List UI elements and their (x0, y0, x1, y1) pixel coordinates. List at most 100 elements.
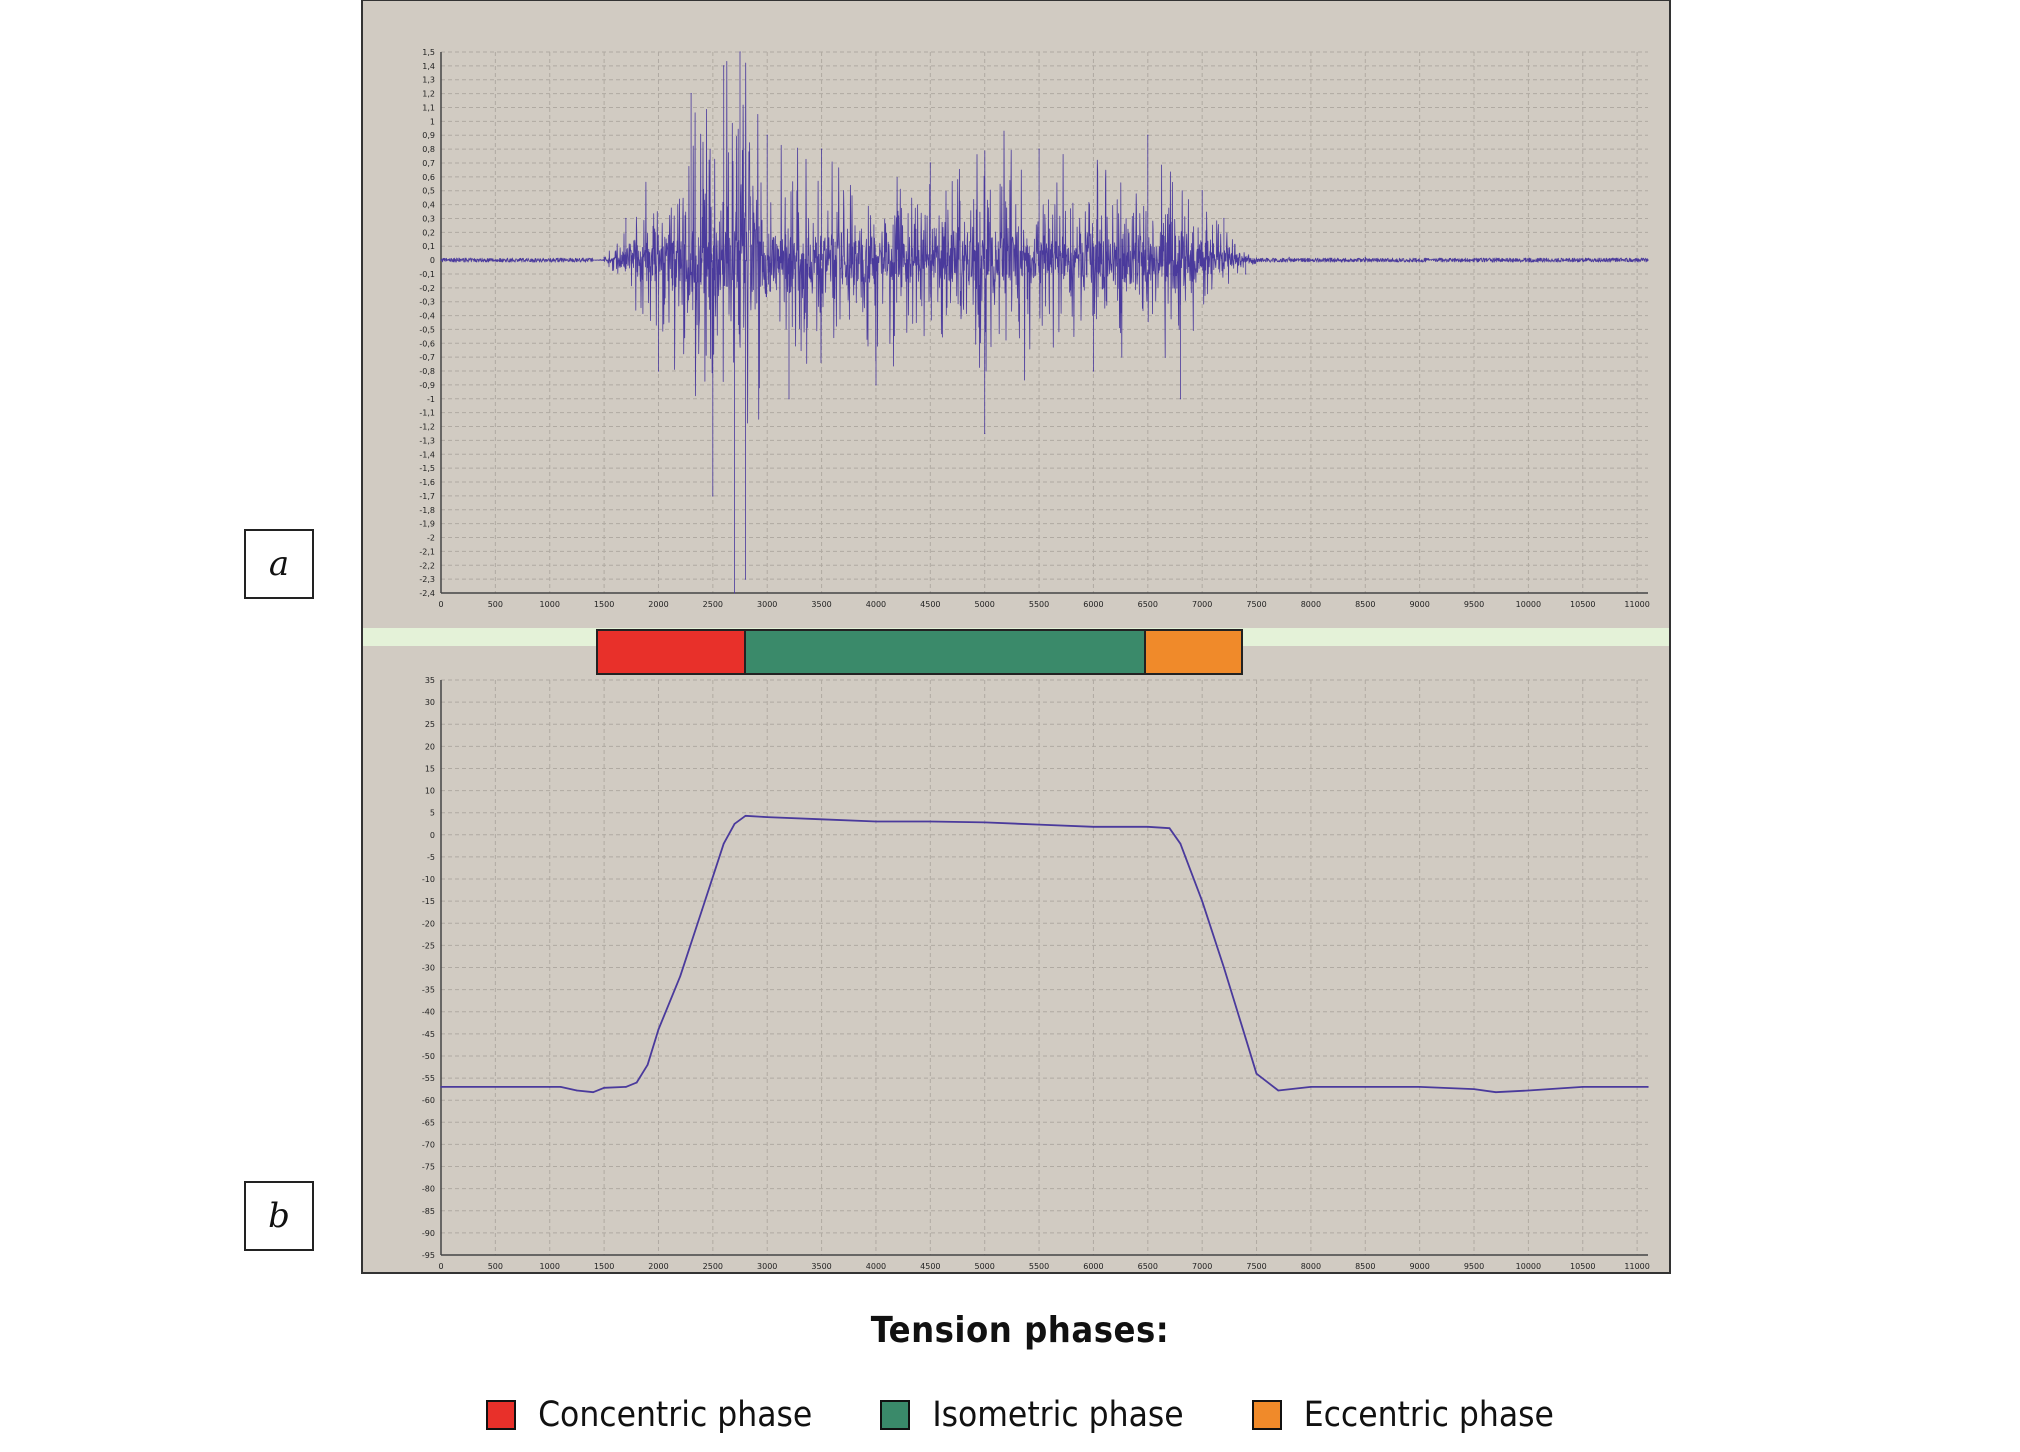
emg-x-tick-label: 0 (438, 600, 443, 609)
emg-y-tick-label: 0,3 (422, 214, 435, 223)
angle-data-point (1179, 842, 1182, 845)
emg-y-tick-label: 0,9 (422, 131, 435, 140)
angle-chart: 35 30 25 20 15 10 5 0 -5 -10 -15 -20 -25 -30 -35 -40 -45… (422, 676, 1650, 1271)
angle-data-point (983, 821, 986, 824)
angle-x-tick-label: 6000 (1083, 1262, 1103, 1271)
emg-y-tick-label: -0,3 (419, 298, 435, 307)
angle-x-tick-label: 9500 (1464, 1262, 1484, 1271)
emg-y-tick-label: 0,1 (422, 242, 435, 251)
angle-y-tick-label: -80 (422, 1185, 435, 1194)
emg-y-tick-label: 1,4 (422, 62, 435, 71)
angle-y-tick-label: -25 (422, 941, 435, 950)
emg-x-tick-label: 9000 (1409, 600, 1429, 609)
emg-data-point (1364, 256, 1366, 258)
emg-y-tick-label: -1,8 (419, 506, 435, 515)
angle-data-point (657, 1028, 660, 1031)
angle-data-point (875, 820, 877, 823)
emg-y-tick-label: -0,9 (419, 381, 435, 390)
emg-y-tick-label: -2,2 (419, 561, 435, 570)
angle-data-point (733, 822, 736, 825)
angle-y-tick-label: 35 (425, 676, 435, 685)
angle-data-point (548, 1086, 551, 1088)
angle-data-point (679, 975, 682, 978)
emg-y-tick-label: -2,1 (419, 547, 435, 556)
concentric-phase-bar (596, 629, 746, 675)
legend-item-concentric: Concentric phase (486, 1395, 812, 1435)
angle-data-point (1038, 823, 1040, 826)
angle-data-point (1527, 1089, 1530, 1092)
emg-data-point (592, 259, 594, 261)
angle-data-point (1310, 1086, 1312, 1088)
angle-data-point (559, 1086, 562, 1088)
emg-data-point (625, 217, 627, 220)
emg-x-tick-label: 2000 (648, 600, 668, 609)
angle-y-tick-label: -95 (422, 1251, 435, 1260)
angle-x-tick-label: 2000 (648, 1262, 668, 1271)
emg-y-tick-label: -1,4 (419, 450, 435, 459)
angle-x-tick-label: 8500 (1355, 1262, 1375, 1271)
emg-x-tick-label: 6000 (1083, 600, 1103, 609)
angle-x-tick-label: 9000 (1409, 1262, 1429, 1271)
angle-y-tick-label: -65 (422, 1118, 435, 1127)
emg-data-point (1201, 190, 1203, 192)
angle-x-tick-label: 500 (488, 1262, 503, 1271)
angle-y-tick-label: -35 (422, 986, 435, 995)
emg-y-tick-label: -0,6 (419, 339, 435, 348)
emg-data-point (766, 134, 768, 136)
emg-x-tick-label: 8000 (1301, 600, 1321, 609)
emg-data-point (1288, 256, 1290, 258)
emg-data-point (1647, 259, 1649, 261)
emg-data-point (657, 370, 660, 372)
emg-x-tick-label: 5000 (975, 600, 995, 609)
emg-y-tick-label: -0,8 (419, 367, 435, 376)
emg-data-point (984, 432, 986, 435)
emg-data-point (744, 578, 747, 580)
angle-x-tick-label: 7000 (1192, 1262, 1212, 1271)
angle-y-tick-label: -45 (422, 1030, 435, 1039)
angle-y-tick-label: -20 (422, 919, 435, 928)
emg-y-tick-label: -0,7 (419, 353, 435, 362)
angle-data-point (646, 1064, 649, 1066)
emg-x-tick-label: 2500 (703, 600, 723, 609)
angle-data-point (440, 1086, 442, 1088)
emg-data-point (1223, 217, 1225, 220)
angle-y-tick-label: -15 (422, 897, 435, 906)
emg-data-point (690, 93, 692, 95)
emg-y-tick-label: 1,1 (422, 103, 435, 112)
angle-data-point (1418, 1086, 1421, 1088)
angle-x-tick-label: 10000 (1516, 1262, 1541, 1271)
emg-y-tick-label: -0,4 (419, 312, 435, 321)
angle-data-point (1581, 1086, 1584, 1088)
angle-x-tick-label: 3500 (811, 1262, 831, 1271)
emg-y-tick-label: -1 (427, 395, 435, 404)
angle-data-point (1494, 1091, 1497, 1094)
angle-x-tick-label: 6500 (1138, 1262, 1158, 1271)
angle-y-tick-label: -40 (422, 1008, 435, 1017)
angle-data-point (1223, 966, 1225, 969)
angle-data-point (576, 1089, 578, 1092)
emg-data-point (1092, 370, 1095, 372)
emg-chart: 1,5 1,4 1,3 1,2 1,1 1 0,9 0,8 0,7 0,6 0,5 0,4 0,3 0,2… (419, 48, 1649, 609)
emg-y-tick-label: 0,8 (422, 145, 435, 154)
emg-x-tick-label: 11000 (1624, 600, 1649, 609)
angle-y-tick-label: -70 (422, 1140, 435, 1149)
angle-y-tick-label: -75 (422, 1163, 435, 1172)
panel-label-b: b (244, 1181, 314, 1251)
emg-x-tick-label: 4000 (866, 600, 886, 609)
angle-data-point (1244, 1037, 1247, 1040)
emg-data-point (1473, 258, 1475, 260)
legend-label-isometric: Isometric phase (932, 1395, 1184, 1435)
emg-y-tick-label: -1,3 (419, 436, 435, 445)
emg-data-point (875, 384, 877, 386)
emg-x-tick-label: 10000 (1516, 600, 1541, 609)
angle-data-point (625, 1086, 627, 1088)
emg-data-point (712, 495, 714, 497)
angle-x-tick-label: 2500 (703, 1262, 723, 1271)
angle-y-tick-label: -60 (422, 1096, 435, 1105)
emg-x-tick-label: 10500 (1570, 600, 1595, 609)
angle-y-tick-label: 0 (430, 831, 435, 840)
angle-data-point (635, 1081, 638, 1084)
angle-data-point (1147, 826, 1149, 828)
legend-item-isometric: Isometric phase (880, 1395, 1184, 1435)
